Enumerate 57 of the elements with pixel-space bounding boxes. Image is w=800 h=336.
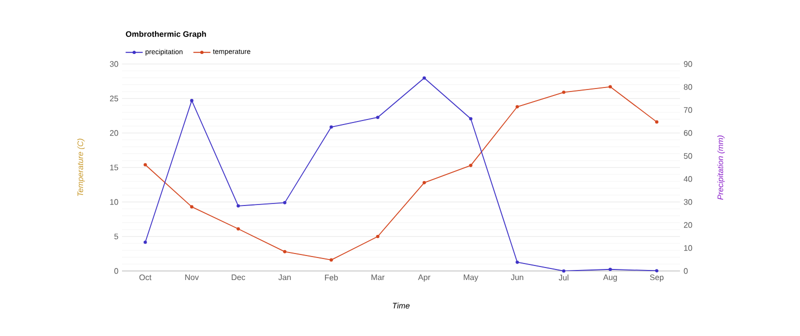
point xyxy=(144,240,147,244)
point xyxy=(283,250,286,254)
point xyxy=(144,163,147,166)
point xyxy=(330,125,333,129)
x-tick-label: Dec xyxy=(232,274,246,280)
point xyxy=(608,268,612,272)
x-tick-label: Jun xyxy=(510,274,524,280)
point xyxy=(190,205,194,208)
y-tick-label: 0 xyxy=(114,268,118,274)
point xyxy=(283,201,286,204)
point xyxy=(655,120,658,124)
y-tick-label: 30 xyxy=(110,61,118,67)
y2-axis-title: Precipitation (mm) xyxy=(717,136,725,200)
point xyxy=(422,181,426,184)
point xyxy=(236,204,240,208)
point xyxy=(190,98,194,102)
y-tick-label: 5 xyxy=(114,234,118,240)
y2-tick-label: 20 xyxy=(684,222,692,228)
y-tick-label: 20 xyxy=(110,130,118,136)
y-axis-title: Temperature (C) xyxy=(77,138,85,196)
point xyxy=(655,269,658,272)
y2-tick-label: 30 xyxy=(684,199,692,205)
x-tick-label: Nov xyxy=(185,274,199,280)
x-tick-label: Oct xyxy=(139,274,152,280)
point xyxy=(376,116,380,119)
point xyxy=(236,227,240,231)
point xyxy=(562,90,566,94)
x-tick-label: Jan xyxy=(278,274,291,280)
point xyxy=(422,76,426,80)
x-tick-label: Apr xyxy=(418,274,430,282)
x-axis-title: Time xyxy=(392,302,410,309)
y2-tick-label: 60 xyxy=(684,130,692,136)
y-tick-label: 10 xyxy=(110,199,118,205)
x-tick-label: Feb xyxy=(325,274,338,280)
y2-tick-label: 40 xyxy=(684,176,692,182)
y-tick-label: 15 xyxy=(110,164,118,170)
point xyxy=(376,234,380,238)
y2-tick-label: 50 xyxy=(684,153,692,159)
point xyxy=(562,269,566,273)
y2-tick-label: 10 xyxy=(684,245,692,251)
point xyxy=(469,164,472,168)
chart-title: Ombrothermic Graph xyxy=(126,31,206,38)
x-tick-label: Sep xyxy=(650,274,664,282)
y-tick-label: 25 xyxy=(110,96,118,102)
x-tick-label: Aug xyxy=(603,274,617,282)
point xyxy=(469,117,472,120)
point xyxy=(516,105,519,108)
point xyxy=(330,258,333,262)
y2-tick-label: 0 xyxy=(684,268,688,274)
y2-tick-label: 90 xyxy=(684,61,692,67)
point xyxy=(516,260,519,264)
y2-tick-label: 70 xyxy=(684,107,692,113)
y2-tick-label: 80 xyxy=(684,84,692,90)
x-tick-label: Mar xyxy=(372,274,385,280)
point xyxy=(608,85,612,88)
x-tick-label: May xyxy=(464,274,478,282)
x-tick-label: Jul xyxy=(558,274,568,280)
